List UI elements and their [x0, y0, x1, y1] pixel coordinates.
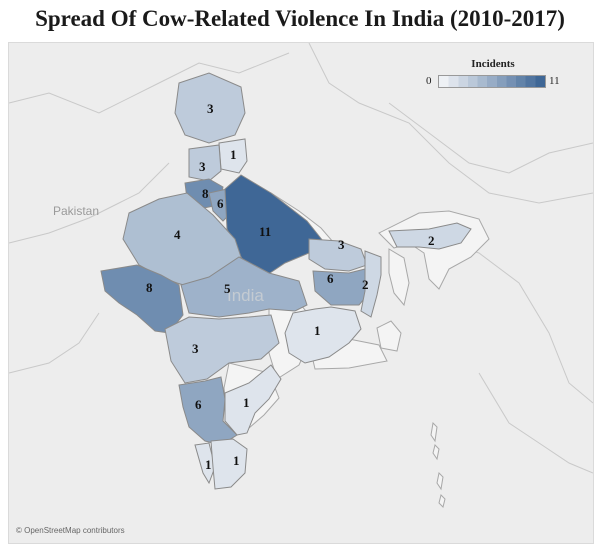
label-jammu-kashmir: 3	[207, 101, 214, 116]
state-west-bengal[interactable]	[360, 250, 382, 318]
state-andhra-pradesh[interactable]	[224, 364, 282, 436]
map-attribution: © OpenStreetMap contributors	[16, 526, 125, 535]
state-jammu-kashmir[interactable]	[174, 72, 246, 144]
state-bihar[interactable]	[308, 238, 368, 272]
label-karnataka: 6	[195, 397, 202, 412]
neighbor-borders	[9, 43, 593, 474]
state-punjab[interactable]	[188, 144, 222, 182]
india-label: India	[227, 286, 264, 305]
legend-max-label: 11	[549, 75, 560, 87]
label-gujarat: 8	[146, 280, 153, 295]
map-canvas[interactable]: Pakistan India 3 1 3 8 6 11 4 8 5 3 6 2 …	[8, 42, 594, 544]
india-map[interactable]: Pakistan India 3 1 3 8 6 11 4 8 5 3 6 2 …	[9, 43, 593, 543]
legend-color-scale	[438, 75, 546, 88]
state-madhya-pradesh[interactable]	[180, 256, 308, 318]
label-madhya-pradesh: 5	[224, 281, 231, 296]
label-assam: 2	[428, 233, 435, 248]
label-rajasthan: 4	[174, 227, 181, 242]
map-title: Spread Of Cow-Related Violence In India …	[35, 6, 565, 31]
state-assam[interactable]	[388, 222, 472, 250]
state-tamil-nadu[interactable]	[210, 438, 248, 490]
label-himachal-pradesh: 1	[230, 147, 237, 162]
legend-title: Incidents	[471, 58, 515, 70]
label-maharashtra: 3	[192, 341, 199, 356]
state-odisha[interactable]	[284, 306, 362, 364]
label-punjab: 3	[199, 159, 206, 174]
label-odisha: 1	[314, 323, 321, 338]
label-tamil-nadu: 1	[233, 453, 240, 468]
state-value-labels: 3 1 3 8 6 11 4 8 5 3 6 2 2 1 3 6 1 1 1	[146, 101, 435, 472]
label-andhra-pradesh: 1	[243, 395, 250, 410]
pakistan-label: Pakistan	[53, 204, 99, 218]
andaman-islands	[430, 421, 446, 508]
label-jharkhand: 6	[327, 271, 334, 286]
label-haryana: 8	[202, 186, 209, 201]
label-west-bengal: 2	[362, 277, 369, 292]
label-delhi: 6	[217, 196, 224, 211]
incidents-legend: Incidents 0 11	[418, 58, 568, 98]
state-polygons[interactable]	[100, 72, 472, 490]
label-kerala: 1	[205, 457, 212, 472]
state-maharashtra[interactable]	[164, 314, 280, 384]
label-uttar-pradesh: 11	[259, 224, 271, 239]
label-bihar: 3	[338, 237, 345, 252]
state-kerala[interactable]	[194, 442, 216, 485]
legend-min-label: 0	[426, 75, 432, 87]
